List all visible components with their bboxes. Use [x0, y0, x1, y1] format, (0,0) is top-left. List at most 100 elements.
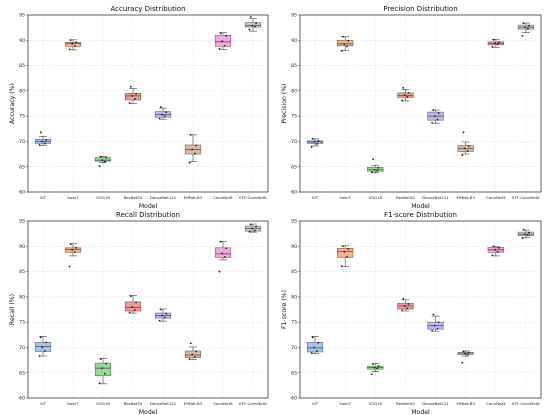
- data-point: [158, 117, 161, 120]
- x-tick-label: EFF-ConvNeXt: [239, 195, 267, 200]
- data-point: [407, 303, 410, 305]
- data-point: [317, 140, 320, 142]
- data-point: [69, 243, 72, 246]
- data-point: [128, 311, 131, 314]
- data-point: [221, 252, 224, 255]
- data-point: [135, 301, 138, 304]
- box-iqr: [124, 93, 142, 101]
- data-point: [340, 50, 343, 52]
- data-point: [218, 47, 221, 50]
- box-iqr: [34, 342, 52, 352]
- y-tick-label: 85: [19, 63, 25, 69]
- data-point: [401, 99, 403, 102]
- data-point: [73, 250, 76, 253]
- data-point: [129, 295, 132, 298]
- data-point: [189, 342, 192, 345]
- data-point: [467, 145, 470, 147]
- data-point: [528, 24, 530, 27]
- data-point: [253, 25, 256, 28]
- x-tick-label: ViT: [312, 401, 319, 406]
- data-point: [68, 48, 71, 51]
- data-point: [71, 248, 74, 251]
- data-point: [225, 247, 228, 250]
- y-tick-label: 95: [291, 219, 297, 225]
- data-point: [163, 316, 166, 319]
- x-axis-label: Model: [411, 409, 430, 415]
- box-iqr: [214, 247, 232, 258]
- data-point: [462, 131, 465, 134]
- data-point: [401, 309, 403, 312]
- data-point: [251, 24, 254, 27]
- x-axis-label: Model: [139, 409, 158, 415]
- data-point: [195, 144, 198, 147]
- data-point: [492, 245, 495, 248]
- x-tick-label: DenseNet121: [150, 401, 177, 406]
- y-tick-label: 70: [291, 139, 297, 145]
- data-point: [467, 351, 470, 354]
- x-tick-label: ResNet50: [396, 195, 415, 200]
- data-point: [98, 382, 101, 385]
- x-tick-label: SwinT: [339, 195, 351, 200]
- data-point: [462, 350, 465, 353]
- data-point: [188, 358, 191, 360]
- x-tick-label: DenseNet121: [150, 195, 177, 200]
- chart-panel: 60 65 70 75 80 85 90 95 ViT SwinT VGG19 ResNet50 Den…: [9, 211, 269, 415]
- data-point: [71, 42, 74, 45]
- data-point: [496, 250, 499, 253]
- data-point: [372, 363, 375, 366]
- data-point: [310, 352, 313, 354]
- x-tick-label: EffNet-B3: [184, 401, 203, 406]
- data-point: [131, 95, 134, 97]
- data-point: [433, 324, 436, 327]
- data-point: [461, 361, 464, 364]
- data-point: [249, 16, 252, 18]
- data-point: [311, 138, 314, 140]
- x-tick-label: SwinT: [339, 401, 351, 406]
- box-iqr: [94, 157, 112, 162]
- data-point: [340, 265, 343, 267]
- data-point: [342, 245, 344, 248]
- data-point: [223, 256, 226, 258]
- y-tick-label: 70: [19, 345, 25, 351]
- data-point: [521, 34, 524, 37]
- data-point: [377, 166, 380, 169]
- data-point: [464, 147, 466, 150]
- chart-panel: 60 65 70 75 80 85 90 95 ViT SwinT VGG19 ResNet50 Den…: [281, 211, 542, 415]
- data-point: [255, 22, 258, 24]
- data-point: [406, 307, 409, 310]
- data-point: [492, 38, 495, 41]
- box-iqr: [337, 39, 354, 47]
- data-point: [133, 98, 136, 100]
- data-point: [524, 233, 527, 236]
- data-point: [403, 94, 406, 96]
- x-tick-label: ConvNeXt: [213, 195, 233, 200]
- x-tick-label: ViT: [40, 401, 47, 406]
- data-point: [373, 168, 376, 171]
- data-point: [105, 156, 108, 159]
- data-point: [402, 297, 405, 300]
- data-point: [313, 141, 316, 143]
- data-point: [45, 139, 48, 141]
- x-tick-label: VGG19: [368, 195, 382, 200]
- data-point: [131, 306, 134, 308]
- data-point: [219, 240, 222, 243]
- data-point: [437, 321, 440, 324]
- data-point: [43, 350, 46, 352]
- data-point: [163, 115, 166, 118]
- axes-frame: [299, 220, 542, 399]
- y-tick-label: 60: [19, 396, 25, 402]
- data-point: [98, 165, 101, 168]
- data-point: [45, 341, 48, 344]
- x-tick-label: VGG19: [368, 401, 382, 406]
- data-point: [526, 234, 529, 237]
- x-tick-label: EFF-ConvNeXt: [512, 401, 540, 406]
- y-axis-label: Accuracy (%): [9, 83, 16, 124]
- data-point: [316, 143, 318, 145]
- chart-title: Recall Distribution: [116, 211, 180, 219]
- y-tick-label: 95: [19, 13, 25, 19]
- data-point: [431, 121, 434, 124]
- y-tick-label: 90: [291, 244, 297, 250]
- data-point: [41, 346, 44, 349]
- data-point: [255, 225, 258, 228]
- y-tick-label: 90: [19, 38, 25, 44]
